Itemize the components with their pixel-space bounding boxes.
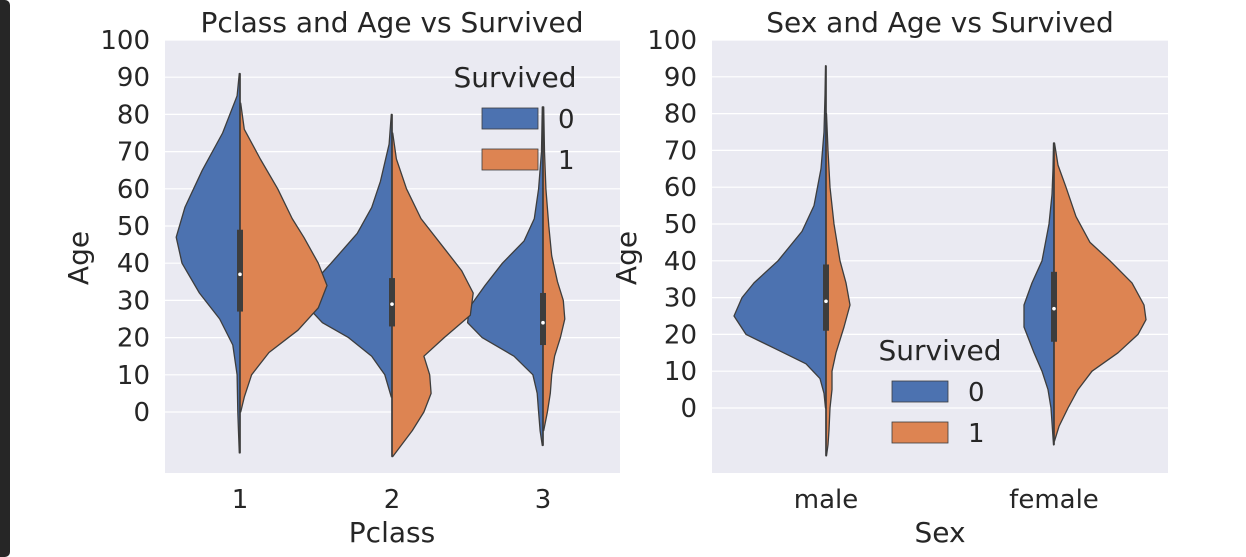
median-dot: [1052, 306, 1056, 311]
x-tick-label: male: [794, 485, 858, 515]
x-tick-labels: male female: [794, 485, 1099, 515]
iqr-box: [1051, 271, 1057, 342]
y-tick-label: 0: [133, 398, 150, 428]
y-tick-label: 20: [664, 320, 697, 350]
median-dot: [390, 302, 394, 306]
iqr-box: [540, 292, 546, 346]
median-dot: [824, 299, 828, 304]
y-axis-label: Age: [62, 231, 95, 285]
y-axis-label: Age: [610, 231, 643, 285]
legend-swatch-0: [891, 380, 949, 403]
iqr-box: [237, 229, 243, 312]
legend-label-1: 1: [558, 146, 575, 176]
y-tick-label: 10: [117, 361, 150, 391]
y-tick-label: 30: [664, 284, 697, 314]
x-tick-label: 1: [232, 485, 249, 515]
legend-swatch-1: [891, 421, 949, 444]
y-tick-label: 50: [117, 212, 150, 242]
y-tick-label: 10: [664, 357, 697, 387]
y-tick-label: 90: [664, 63, 697, 93]
legend-swatch-1: [481, 148, 539, 171]
legend-title: Survived: [879, 334, 1002, 367]
violin-half-female-survived-0: [1023, 142, 1055, 446]
median-dot: [238, 272, 242, 277]
y-tick-label: 100: [647, 26, 697, 56]
violin-half-1-survived-0: [175, 72, 241, 454]
y-tick-label: 80: [117, 100, 150, 130]
legend-label-0: 0: [558, 105, 575, 135]
x-tick-label: 2: [384, 485, 401, 515]
y-tick-label: 0: [680, 394, 697, 424]
chart-title: Sex and Age vs Survived: [766, 6, 1114, 39]
violins: [175, 72, 566, 458]
y-tick-label: 40: [117, 249, 150, 279]
y-tick-label: 50: [664, 210, 697, 240]
y-tick-labels: 0 10 20 30 40 50 60 70 80 90 100: [100, 26, 150, 428]
legend-swatch-0: [481, 107, 539, 130]
iqr-box: [823, 264, 829, 331]
legend-label-1: 1: [968, 419, 985, 449]
window-edge: [0, 0, 10, 557]
violin-half-1-survived-1: [239, 102, 328, 413]
y-tick-label: 100: [100, 26, 150, 56]
x-tick-label: 3: [535, 485, 552, 515]
y-tick-label: 70: [664, 136, 697, 166]
y-tick-label: 30: [117, 286, 150, 316]
violin-half-3-survived-0: [466, 106, 544, 447]
legend-label-0: 0: [968, 378, 985, 408]
x-tick-labels: 1 2 3: [232, 485, 552, 515]
y-tick-label: 80: [664, 100, 697, 130]
x-axis-label: Sex: [914, 516, 965, 549]
y-tick-label: 60: [664, 173, 697, 203]
violin-half-male-survived-1: [825, 112, 851, 457]
chart-title: Pclass and Age vs Survived: [201, 6, 584, 39]
y-tick-label: 40: [664, 247, 697, 277]
x-tick-label: female: [1009, 485, 1099, 515]
violin-half-3-survived-1: [542, 106, 566, 432]
iqr-box: [389, 278, 395, 327]
y-tick-label: 90: [117, 63, 150, 93]
y-tick-label: 20: [117, 324, 150, 354]
median-dot: [541, 320, 545, 325]
legend-title: Survived: [454, 61, 577, 94]
y-tick-label: 60: [117, 175, 150, 205]
legend: Survived 0 1: [879, 334, 1002, 449]
violin-half-female-survived-1: [1053, 142, 1147, 442]
violin-half-male-survived-0: [733, 65, 827, 409]
y-tick-labels: 0 10 20 30 40 50 60 70 80 90 100: [647, 26, 697, 424]
legend: Survived 0 1: [454, 61, 577, 176]
violin-half-2-survived-1: [391, 132, 474, 458]
x-axis-label: Pclass: [349, 516, 435, 549]
y-tick-label: 70: [117, 138, 150, 168]
violins: [733, 65, 1147, 457]
